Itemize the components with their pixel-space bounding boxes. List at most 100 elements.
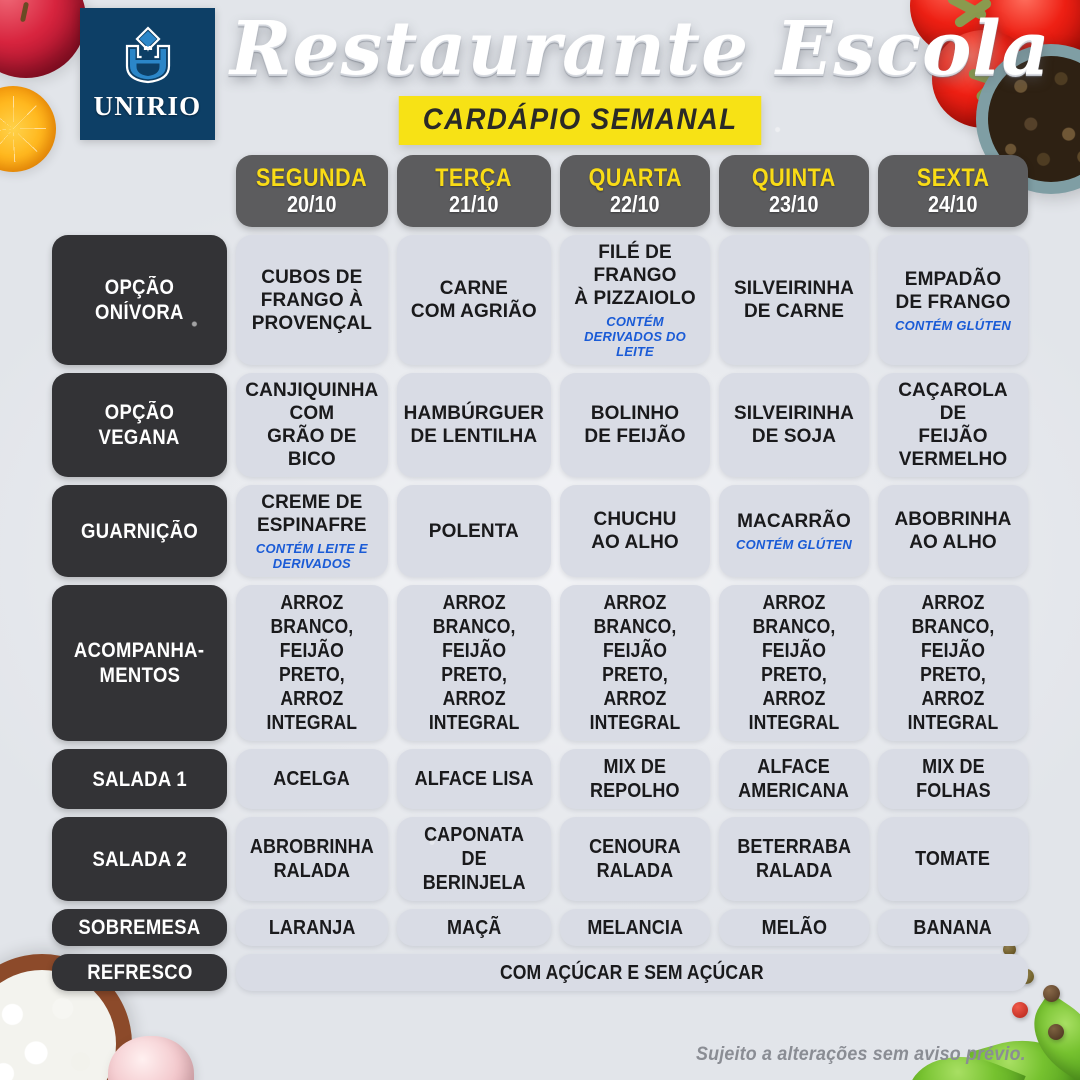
menu-item-text: HAMBÚRGUER DE LENTILHA [403, 403, 544, 447]
row-label-line1: ACOMPANHA- [74, 639, 205, 662]
garlic-decor-icon [108, 1036, 194, 1080]
day-name: TERÇA [435, 164, 513, 192]
menu-cell: CAÇAROLA DE FEIJÃO VERMELHO [878, 373, 1028, 477]
allergen-note: CONTÉM GLÚTEN [895, 317, 1011, 333]
menu-item-text: ACELGA [273, 768, 351, 790]
menu-item-text: ARROZ BRANCO, FEIJÃO PRETO, ARROZ INTEGRAL [428, 592, 520, 734]
menu-cell: ALFACE LISA [396, 749, 551, 809]
row-label-line2: ONÍVORA [95, 301, 184, 324]
unirio-logo: UNIRIO [80, 8, 215, 140]
menu-cell: HAMBÚRGUER DE LENTILHA [396, 373, 551, 477]
menu-cell: ABOBRINHA AO ALHO [878, 485, 1028, 577]
row-label-line2: MENTOS [99, 664, 180, 687]
menu-item-text: MELANCIA [587, 916, 683, 939]
day-date: 21/10 [449, 191, 499, 217]
day-header-segunda: SEGUNDA 20/10 [236, 155, 388, 227]
menu-item-text: CAPONATA DE BERINJELA [422, 824, 526, 894]
menu-item-text: TOMATE [915, 848, 991, 870]
menu-cell: SILVEIRINHA DE SOJA [719, 373, 869, 477]
day-date: 20/10 [287, 191, 337, 217]
day-name: SEGUNDA [256, 164, 368, 192]
menu-item-text: BANANA [913, 916, 993, 939]
menu-cell: ARROZ BRANCO, FEIJÃO PRETO, ARROZ INTEGRAL [560, 585, 710, 741]
menu-cell: CARNE COM AGRIÃO [396, 235, 551, 365]
menu-item-text: MIX DE FOLHAS [915, 756, 991, 802]
menu-item-text: ARROZ BRANCO, FEIJÃO PRETO, ARROZ INTEGRAL [907, 592, 999, 734]
day-name: QUINTA [752, 164, 836, 192]
menu-cell: ACELGA [236, 749, 388, 809]
menu-cell: CENOURA RALADA [560, 817, 710, 901]
menu-item-text: ABOBRINHA AO ALHO [894, 509, 1012, 553]
basil-leaf-decor-icon [1016, 992, 1080, 1080]
menu-cell: BOLINHO DE FEIJÃO [560, 373, 710, 477]
menu-cell: TOMATE [878, 817, 1028, 901]
unirio-wordmark: UNIRIO [93, 91, 202, 121]
menu-item-text: MELÃO [761, 916, 827, 939]
menu-item-text: MAÇÃ [446, 916, 502, 939]
menu-cell: CAPONATA DE BERINJELA [396, 817, 551, 901]
disclaimer-note: Sujeito a alterações sem aviso prévio. [696, 1044, 1026, 1065]
row-label-line1: OPÇÃO [104, 401, 175, 424]
menu-cell: ALFACE AMERICANA [719, 749, 869, 809]
row-label-opcao-vegana: OPÇÃO VEGANA [52, 373, 227, 477]
menu-item-text: CHUCHU AO ALHO [591, 509, 679, 553]
peppercorn-decor-icon [1012, 1002, 1028, 1018]
menu-cell: ARROZ BRANCO, FEIJÃO PRETO, ARROZ INTEGRAL [236, 585, 388, 741]
day-date: 24/10 [928, 191, 978, 217]
menu-cell: ARROZ BRANCO, FEIJÃO PRETO, ARROZ INTEGRAL [719, 585, 869, 741]
row-label-line1: SALADA 1 [92, 767, 187, 791]
menu-cell: MELANCIA [560, 909, 710, 946]
day-header-quinta: QUINTA 23/10 [719, 155, 869, 227]
menu-item-text: ARROZ BRANCO, FEIJÃO PRETO, ARROZ INTEGRAL [589, 592, 681, 734]
menu-cell: LARANJA [236, 909, 388, 946]
row-label-salada-2: SALADA 2 [52, 817, 227, 901]
menu-item-text: CANJIQUINHA COM GRÃO DE BICO [245, 380, 379, 470]
menu-item-text: ARROZ BRANCO, FEIJÃO PRETO, ARROZ INTEGRAL [266, 592, 358, 734]
menu-item-text: CARNE COM AGRIÃO [410, 278, 537, 322]
menu-item-text: BETERRABA RALADA [737, 836, 851, 882]
weekly-menu-grid: SEGUNDA 20/10 TERÇA 21/10 QUARTA 22/10 QUINTA 2… [52, 155, 1028, 991]
menu-cell: BANANA [878, 909, 1028, 946]
row-label-line2: VEGANA [98, 426, 181, 449]
menu-cell: POLENTA [396, 485, 551, 577]
poster-header: UNIRIO Restaurante Escola CARDÁPIO SEMAN… [0, 0, 1080, 150]
menu-item-text: ALFACE AMERICANA [738, 756, 850, 802]
day-date: 22/10 [610, 191, 660, 217]
peppercorn-decor-icon [1048, 1024, 1064, 1040]
menu-cell: SILVEIRINHA DE CARNE [719, 235, 869, 365]
menu-item-text: SILVEIRINHA DE CARNE [733, 278, 855, 322]
menu-cell: ARROZ BRANCO, FEIJÃO PRETO, ARROZ INTEGRAL [396, 585, 551, 741]
row-label-line1: SOBREMESA [78, 916, 201, 939]
menu-cell: MAÇÃ [396, 909, 551, 946]
menu-item-text: ABROBRINHA RALADA [249, 836, 374, 882]
menu-item-text: ALFACE LISA [414, 768, 534, 790]
day-header-quarta: QUARTA 22/10 [560, 155, 710, 227]
menu-cell: CHUCHU AO ALHO [560, 485, 710, 577]
grid-corner-spacer [52, 155, 227, 227]
day-header-terca: TERÇA 21/10 [396, 155, 551, 227]
menu-item-text: BOLINHO DE FEIJÃO [584, 403, 686, 447]
menu-item-text: CREME DE ESPINAFRE [257, 492, 367, 536]
unirio-crest-icon [125, 26, 170, 84]
menu-item-text: CUBOS DE FRANGO À PROVENÇAL [251, 266, 372, 334]
menu-item-text: MACARRÃO [737, 511, 851, 532]
day-name: SEXTA [916, 164, 990, 192]
row-label-refresco: REFRESCO [52, 954, 227, 991]
allergen-note: CONTÉM GLÚTEN [736, 537, 852, 552]
allergen-note: CONTÉM DERIVADOS DO LEITE [584, 314, 686, 359]
menu-item-text: CAÇAROLA DE FEIJÃO VERMELHO [898, 380, 1008, 470]
row-label-line1: REFRESCO [86, 961, 193, 984]
menu-cell: MACARRÃO CONTÉM GLÚTEN [719, 485, 869, 577]
menu-cell: MELÃO [719, 909, 869, 946]
menu-item-text: FILÉ DE FRANGO À PIZZAIOLO [574, 242, 696, 309]
menu-cell: BETERRABA RALADA [719, 817, 869, 901]
row-label-sobremesa: SOBREMESA [52, 909, 227, 946]
menu-item-text: POLENTA [428, 520, 519, 542]
page-title: Restaurante Escola [230, 6, 1051, 92]
menu-cell: CUBOS DE FRANGO À PROVENÇAL [236, 235, 388, 365]
day-header-sexta: SEXTA 24/10 [878, 155, 1028, 227]
peppercorn-decor-icon [1043, 985, 1060, 1002]
day-date: 23/10 [769, 191, 819, 217]
row-label-line1: SALADA 2 [92, 847, 187, 871]
